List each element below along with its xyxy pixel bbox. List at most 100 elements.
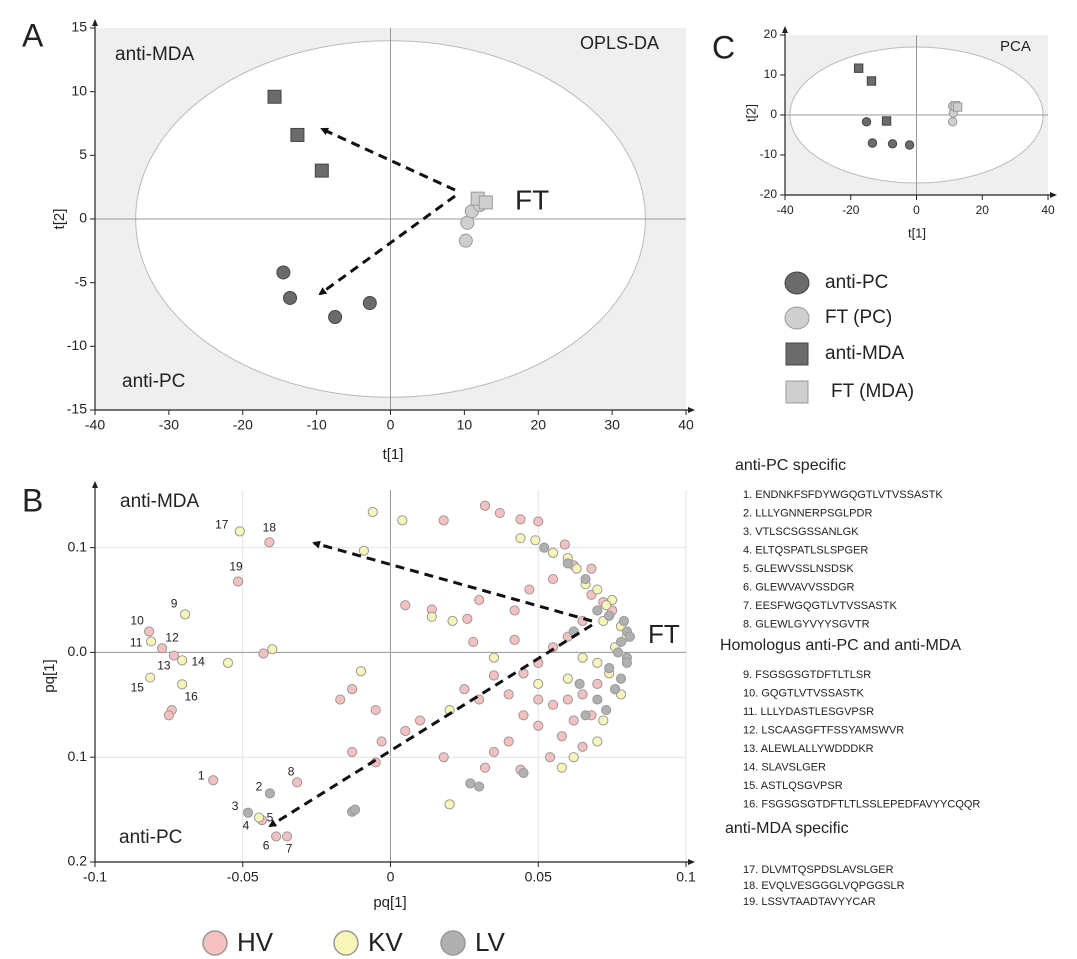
point <box>346 746 358 758</box>
point <box>267 89 282 104</box>
point <box>328 310 343 325</box>
point <box>539 542 550 553</box>
x-axis-title: t[1] <box>383 446 404 463</box>
point <box>264 788 276 799</box>
point <box>618 615 630 627</box>
list-item: 17. DLVMTQSPDSLAVSLGER <box>743 864 894 876</box>
point <box>592 678 603 689</box>
point <box>556 731 567 742</box>
point <box>547 547 559 558</box>
point <box>376 736 387 747</box>
arrow <box>268 623 593 828</box>
point-label: 14 <box>191 655 205 669</box>
point <box>503 689 514 700</box>
point-label: 18 <box>263 521 277 535</box>
point <box>474 781 485 792</box>
y-tick-label: 0.1 <box>68 538 88 554</box>
legend-marker <box>784 306 810 330</box>
x-tick-label: -0.1 <box>83 869 107 885</box>
point <box>426 611 437 622</box>
point <box>556 762 567 773</box>
point <box>598 715 609 726</box>
list-item: 5. GLEWVSSLNSDSK <box>743 563 854 575</box>
list-heading: anti-PC specific <box>735 457 846 474</box>
point <box>562 558 573 569</box>
legend-label: LV <box>475 927 506 957</box>
point <box>414 715 426 726</box>
arrows <box>268 127 593 828</box>
point <box>577 652 588 663</box>
panel-label: A <box>22 17 44 53</box>
point-label: 19 <box>229 560 243 574</box>
x-tick-label: -10 <box>307 417 327 433</box>
point <box>234 526 245 537</box>
y-tick-label: 20 <box>764 27 778 41</box>
point <box>400 600 411 611</box>
point <box>562 673 573 684</box>
point <box>145 672 156 683</box>
annotation: anti-MDA <box>120 491 200 512</box>
peptide-list: anti-PC specific 1. ENDNKFSFDYWGQGTLVTVSS… <box>735 457 943 630</box>
point <box>592 657 603 669</box>
point <box>474 594 485 606</box>
point <box>509 634 520 645</box>
point-label: 10 <box>130 614 144 628</box>
point <box>458 233 473 248</box>
point-label: 13 <box>157 659 171 673</box>
point <box>612 647 624 658</box>
x-tick-label: -0.05 <box>227 869 259 885</box>
point <box>601 600 612 611</box>
point-label: 15 <box>131 681 145 695</box>
y-tick-label: -10 <box>760 147 778 161</box>
legend-label: anti-PC <box>825 272 888 293</box>
point <box>447 615 458 627</box>
point <box>335 694 346 705</box>
point <box>887 139 898 149</box>
y-tick-label: -15 <box>67 401 87 417</box>
y-tick-label: -20 <box>760 187 778 201</box>
point <box>290 127 305 142</box>
point <box>547 699 559 710</box>
legend-label: FT (MDA) <box>831 381 914 402</box>
list-heading: anti-MDA specific <box>725 820 849 837</box>
x-tick-label: -40 <box>85 417 105 433</box>
point <box>904 140 915 150</box>
point <box>465 778 476 789</box>
axis-arrow <box>92 481 98 488</box>
point <box>177 679 188 690</box>
point <box>592 736 603 747</box>
x-tick-label: -40 <box>776 203 794 217</box>
point <box>349 804 361 815</box>
point <box>264 537 275 548</box>
annotation: FT <box>648 619 680 649</box>
list-item: 6. GLEWVAVVSSDGR <box>743 581 855 593</box>
legend-label: KV <box>368 927 403 957</box>
point <box>533 678 544 689</box>
point <box>367 506 378 518</box>
point <box>281 831 293 842</box>
x-tick-label: 40 <box>678 417 694 433</box>
point <box>362 296 377 311</box>
point <box>604 610 615 621</box>
x-tick-label: 0.05 <box>525 869 552 885</box>
annotation: FT <box>515 184 549 215</box>
legend-label: FT (PC) <box>825 307 892 328</box>
point <box>515 514 526 525</box>
point-label: 4 <box>243 819 250 833</box>
point <box>568 752 579 763</box>
point-label: 2 <box>256 780 263 794</box>
point <box>515 533 526 544</box>
point <box>866 76 877 86</box>
legend-marker <box>440 930 466 956</box>
list-item: 15. ASTLQSGVPSR <box>743 780 843 792</box>
point <box>530 535 541 546</box>
point <box>861 117 872 127</box>
point <box>533 720 544 731</box>
list-item: 14. SLAVSLGER <box>743 761 826 773</box>
y-tick-label: 10 <box>71 82 87 98</box>
point <box>146 636 157 647</box>
point-label: 5 <box>267 810 274 824</box>
legend-marker <box>333 930 359 956</box>
peptide-list: anti-MDA specific 17. DLVMTQSPDSLAVSLGER 1… <box>725 820 905 908</box>
